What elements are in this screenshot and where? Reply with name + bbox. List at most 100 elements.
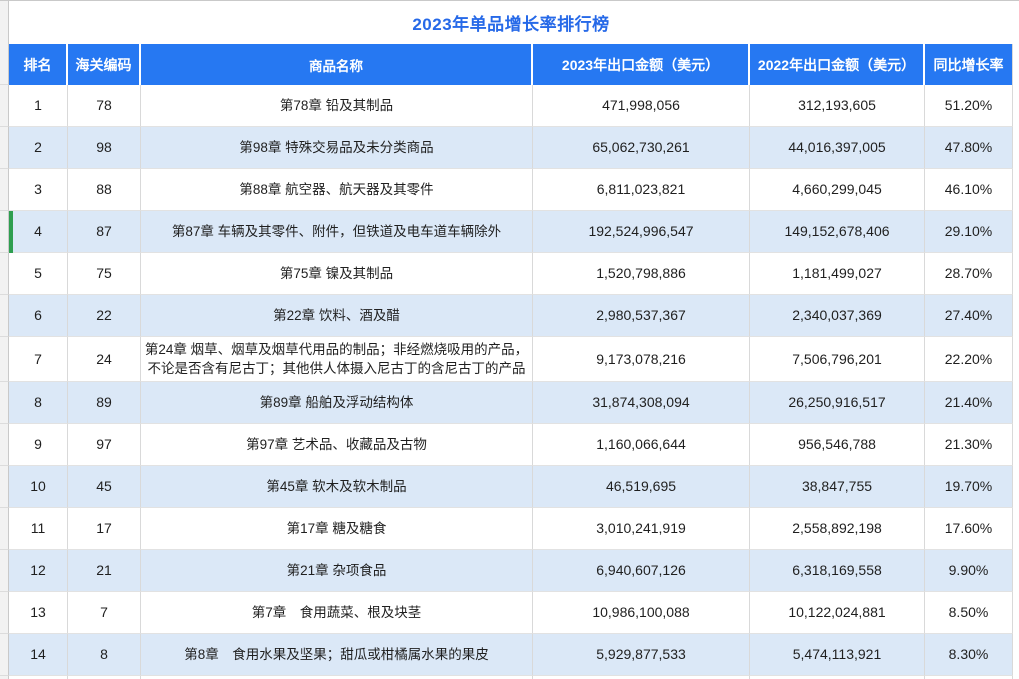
rank-cell: 12 (9, 550, 68, 592)
amount-2022-cell: 149,152,678,406 (750, 211, 925, 253)
amount-2022-cell: 44,016,397,005 (750, 127, 925, 169)
row-highlight-marker (9, 211, 13, 253)
amount-2022-cell: 2,340,037,369 (750, 295, 925, 337)
hs-code-cell: 7 (68, 592, 141, 634)
left-gutter (0, 253, 9, 295)
product-name-cell (141, 676, 533, 679)
rank-cell: 3 (9, 169, 68, 211)
rank-cell: 10 (9, 466, 68, 508)
rank-cell: 14 (9, 634, 68, 676)
table-row[interactable]: 9 97 第97章 艺术品、收藏品及古物 1,160,066,644 956,5… (0, 424, 1013, 466)
table-row[interactable]: 6 22 第22章 饮料、酒及醋 2,980,537,367 2,340,037… (0, 295, 1013, 337)
amount-2023-cell: 3,010,241,919 (533, 508, 750, 550)
table-header-row: 排名 海关编码 商品名称 2023年出口金额（美元） 2022年出口金额（美元）… (0, 44, 1013, 85)
table-row[interactable]: 1 78 第78章 铅及其制品 471,998,056 312,193,605 … (0, 85, 1013, 127)
amount-2022-cell: 26,250,916,517 (750, 382, 925, 424)
left-gutter (0, 550, 9, 592)
hs-code-cell: 75 (68, 253, 141, 295)
growth-rate-cell: 51.20% (925, 85, 1013, 127)
amount-2022-cell: 956,546,788 (750, 424, 925, 466)
table-body: 1 78 第78章 铅及其制品 471,998,056 312,193,605 … (0, 85, 1013, 676)
left-gutter (0, 508, 9, 550)
growth-rate-cell: 19.70% (925, 466, 1013, 508)
table-row[interactable]: 2 98 第98章 特殊交易品及未分类商品 65,062,730,261 44,… (0, 127, 1013, 169)
amount-2022-cell: 5,474,113,921 (750, 634, 925, 676)
hs-code-cell: 97 (68, 424, 141, 466)
table-row[interactable]: 3 88 第88章 航空器、航天器及其零件 6,811,023,821 4,66… (0, 169, 1013, 211)
product-name-cell: 第75章 镍及其制品 (141, 253, 533, 295)
amount-2022-cell: 38,847,755 (750, 466, 925, 508)
rank-cell: 13 (9, 592, 68, 634)
amount-2022-cell: 4,660,299,045 (750, 169, 925, 211)
table-row[interactable]: 11 17 第17章 糖及糖食 3,010,241,919 2,558,892,… (0, 508, 1013, 550)
left-gutter (0, 295, 9, 337)
left-gutter (0, 634, 9, 676)
growth-rate-cell (925, 676, 1013, 679)
table-row[interactable]: 4 87 第87章 车辆及其零件、附件，但铁道及电车道车辆除外 192,524,… (0, 211, 1013, 253)
rank-cell (9, 676, 68, 679)
rank-cell: 1 (9, 85, 68, 127)
left-gutter (0, 44, 9, 85)
left-gutter (0, 211, 9, 253)
table-row[interactable]: 10 45 第45章 软木及软木制品 46,519,695 38,847,755… (0, 466, 1013, 508)
amount-2023-cell: 2,980,537,367 (533, 295, 750, 337)
rank-cell: 4 (9, 211, 68, 253)
left-gutter (0, 1, 9, 44)
hs-code-cell: 88 (68, 169, 141, 211)
table-row[interactable]: 13 7 第7章 食用蔬菜、根及块茎 10,986,100,088 10,122… (0, 592, 1013, 634)
left-gutter (0, 85, 9, 127)
table-row[interactable]: 12 21 第21章 杂项食品 6,940,607,126 6,318,169,… (0, 550, 1013, 592)
product-name-cell: 第45章 软木及软木制品 (141, 466, 533, 508)
rank-cell: 5 (9, 253, 68, 295)
rank-cell: 6 (9, 295, 68, 337)
left-gutter (0, 127, 9, 169)
amount-2023-cell (533, 676, 750, 679)
left-gutter (0, 592, 9, 634)
product-name-cell: 第89章 船舶及浮动结构体 (141, 382, 533, 424)
title-row: 2023年单品增长率排行榜 (0, 1, 1013, 44)
rank-cell: 7 (9, 337, 68, 382)
growth-rate-cell: 22.20% (925, 337, 1013, 382)
amount-2023-cell: 471,998,056 (533, 85, 750, 127)
hs-code-cell: 78 (68, 85, 141, 127)
hs-code-cell: 24 (68, 337, 141, 382)
growth-rate-cell: 29.10% (925, 211, 1013, 253)
amount-2023-cell: 31,874,308,094 (533, 382, 750, 424)
amount-2023-cell: 65,062,730,261 (533, 127, 750, 169)
hs-code-cell: 87 (68, 211, 141, 253)
growth-rate-cell: 21.40% (925, 382, 1013, 424)
growth-rate-cell: 47.80% (925, 127, 1013, 169)
hs-code-cell: 22 (68, 295, 141, 337)
left-gutter (0, 169, 9, 211)
growth-rate-cell: 17.60% (925, 508, 1013, 550)
hs-code-cell: 17 (68, 508, 141, 550)
amount-2022-cell (750, 676, 925, 679)
left-gutter (0, 424, 9, 466)
rank-cell: 11 (9, 508, 68, 550)
amount-2023-cell: 46,519,695 (533, 466, 750, 508)
table-row[interactable]: 14 8 第8章 食用水果及坚果；甜瓜或柑橘属水果的果皮 5,929,877,5… (0, 634, 1013, 676)
amount-2023-cell: 192,524,996,547 (533, 211, 750, 253)
growth-rate-cell: 9.90% (925, 550, 1013, 592)
product-name-cell: 第87章 车辆及其零件、附件，但铁道及电车道车辆除外 (141, 211, 533, 253)
table-row[interactable]: 7 24 第24章 烟草、烟草及烟草代用品的制品；非经燃烧吸用的产品，不论是否含… (0, 337, 1013, 382)
amount-2023-cell: 5,929,877,533 (533, 634, 750, 676)
table-row[interactable]: 8 89 第89章 船舶及浮动结构体 31,874,308,094 26,250… (0, 382, 1013, 424)
amount-2023-cell: 10,986,100,088 (533, 592, 750, 634)
table-row[interactable]: 5 75 第75章 镍及其制品 1,520,798,886 1,181,499,… (0, 253, 1013, 295)
column-header-amount-2023: 2023年出口金额（美元） (533, 44, 750, 85)
left-gutter (0, 466, 9, 508)
column-header-growth-rate: 同比增长率 (925, 44, 1013, 85)
amount-2022-cell: 6,318,169,558 (750, 550, 925, 592)
amount-2023-cell: 1,160,066,644 (533, 424, 750, 466)
page-title: 2023年单品增长率排行榜 (412, 15, 610, 34)
product-name-cell: 第17章 糖及糖食 (141, 508, 533, 550)
product-name-cell: 第7章 食用蔬菜、根及块茎 (141, 592, 533, 634)
amount-2023-cell: 6,811,023,821 (533, 169, 750, 211)
product-name-cell: 第97章 艺术品、收藏品及古物 (141, 424, 533, 466)
rank-cell: 8 (9, 382, 68, 424)
amount-2022-cell: 1,181,499,027 (750, 253, 925, 295)
column-header-amount-2022: 2022年出口金额（美元） (750, 44, 925, 85)
left-gutter (0, 676, 9, 679)
